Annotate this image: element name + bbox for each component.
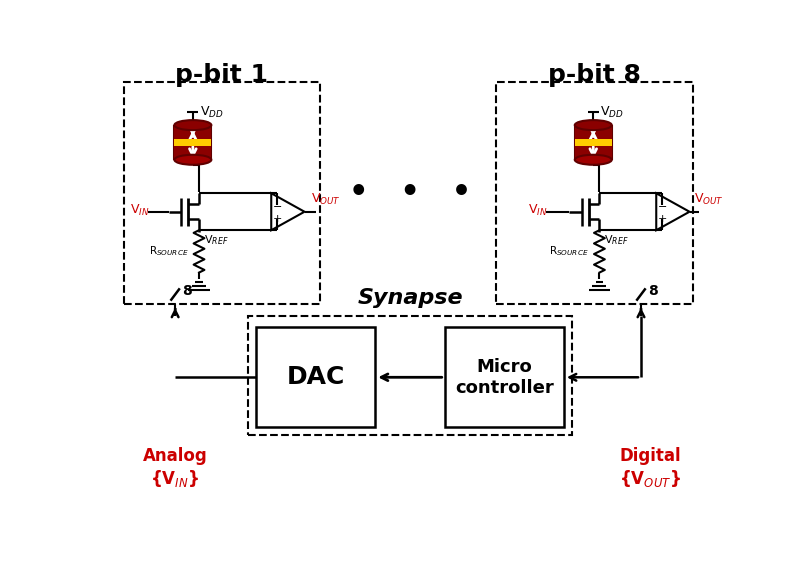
Bar xyxy=(445,327,564,427)
Bar xyxy=(574,125,612,160)
Bar xyxy=(248,316,572,435)
Text: Digital
{V$_{OUT}$}: Digital {V$_{OUT}$} xyxy=(619,447,682,489)
Bar xyxy=(123,82,320,304)
Ellipse shape xyxy=(174,155,211,165)
Text: V$_{REF}$: V$_{REF}$ xyxy=(604,234,629,247)
Ellipse shape xyxy=(574,155,612,165)
Text: R$_{SOURCE}$: R$_{SOURCE}$ xyxy=(549,244,589,258)
Text: V$_{DD}$: V$_{DD}$ xyxy=(600,105,624,120)
Text: p-bit 8: p-bit 8 xyxy=(548,63,641,87)
Text: •   •   •: • • • xyxy=(349,178,471,207)
Ellipse shape xyxy=(174,120,211,130)
Bar xyxy=(174,125,211,160)
Bar xyxy=(174,139,211,146)
Bar xyxy=(574,139,612,146)
Text: DAC: DAC xyxy=(286,365,345,389)
Text: $+$: $+$ xyxy=(658,213,667,224)
Text: V$_{REF}$: V$_{REF}$ xyxy=(204,234,228,247)
Text: $-$: $-$ xyxy=(658,200,667,210)
Text: V$_{IN}$: V$_{IN}$ xyxy=(528,203,547,218)
Bar xyxy=(256,327,375,427)
Ellipse shape xyxy=(574,120,612,130)
Text: $+$: $+$ xyxy=(272,213,282,224)
Text: p-bit 1: p-bit 1 xyxy=(175,63,268,87)
Text: 8: 8 xyxy=(182,284,192,299)
Text: V$_{OUT}$: V$_{OUT}$ xyxy=(694,192,724,207)
Text: V$_{IN}$: V$_{IN}$ xyxy=(130,203,150,218)
Bar xyxy=(496,82,693,304)
Text: R$_{SOURCE}$: R$_{SOURCE}$ xyxy=(149,244,188,258)
Text: $-$: $-$ xyxy=(272,200,282,210)
Text: Synapse: Synapse xyxy=(357,288,463,308)
Text: V$_{OUT}$: V$_{OUT}$ xyxy=(310,192,341,207)
Text: V$_{DD}$: V$_{DD}$ xyxy=(200,105,223,120)
Text: 8: 8 xyxy=(648,284,658,299)
Text: Analog
{V$_{IN}$}: Analog {V$_{IN}$} xyxy=(142,447,207,489)
Text: Micro
controller: Micro controller xyxy=(455,358,554,397)
